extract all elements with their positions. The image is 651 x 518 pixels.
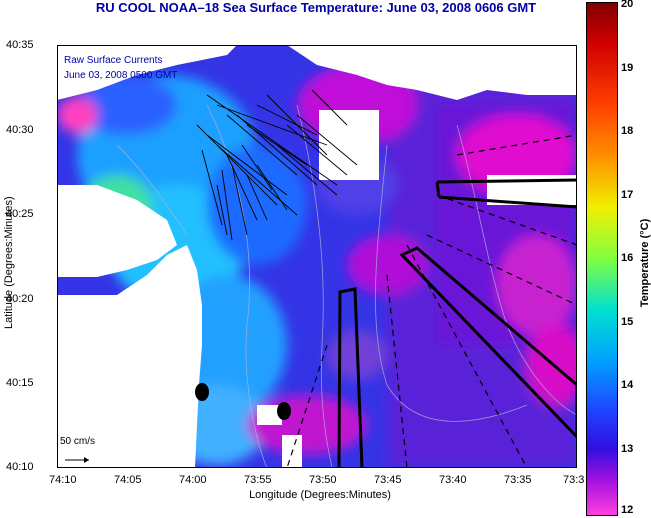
ytick-1: 40:35	[6, 39, 34, 51]
map-svg	[57, 45, 577, 468]
xtick-1: 74:10	[49, 474, 77, 486]
cbtick-15: 15	[621, 316, 634, 328]
xtick-2: 74:05	[114, 474, 142, 486]
station-marker-2	[277, 402, 291, 420]
xtick-8: 73:35	[504, 474, 532, 486]
ytick-2: 40:30	[6, 124, 34, 136]
xtick-7: 73:40	[439, 474, 467, 486]
cbtick-17: 17	[621, 189, 634, 201]
scale-label: 50 cm/s	[60, 436, 96, 447]
map-plot-area	[57, 45, 577, 468]
legend-currents-date: June 03, 2008 0500 GMT	[64, 70, 178, 81]
legend-currents-label: Raw Surface Currents	[64, 55, 163, 66]
colorbar	[586, 2, 618, 516]
xtick-3: 74:00	[179, 474, 207, 486]
ytick-5: 40:15	[6, 377, 34, 389]
cbtick-19: 19	[621, 62, 634, 74]
cbtick-18: 18	[621, 125, 634, 137]
xtick-9: 73:3	[563, 474, 585, 486]
ytick-6: 40:10	[6, 461, 34, 473]
colorbar-label: Temperature (°C)	[639, 218, 651, 308]
y-axis-label: Latitude (Degrees:Minutes)	[3, 196, 15, 329]
xtick-6: 73:45	[374, 474, 402, 486]
x-axis-label: Longitude (Degrees:Minutes)	[249, 489, 391, 501]
cbtick-12: 12	[621, 504, 634, 516]
xtick-5: 73:50	[309, 474, 337, 486]
ytick-4: 40:20	[6, 293, 34, 305]
plot-border	[57, 45, 577, 468]
cbtick-20: 20	[621, 0, 634, 10]
dashed-transects	[286, 134, 577, 468]
xtick-4: 73:55	[244, 474, 272, 486]
cbtick-14: 14	[621, 379, 634, 391]
scale-arrow-head	[84, 457, 89, 463]
cbtick-13: 13	[621, 443, 634, 455]
study-zones	[337, 178, 577, 468]
station-marker-1	[195, 383, 209, 401]
ytick-3: 40:25	[6, 208, 34, 220]
surface-current-vectors	[196, 89, 358, 241]
figure-title: RU COOL NOAA–18 Sea Surface Temperature:…	[95, 0, 537, 15]
cbtick-16: 16	[621, 252, 634, 264]
